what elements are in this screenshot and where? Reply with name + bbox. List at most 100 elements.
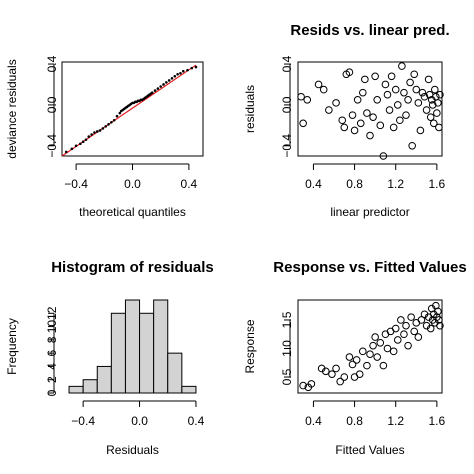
qq-point (70, 147, 74, 151)
panel-2 (284, 61, 444, 170)
x-axis-label: Residuals (106, 443, 159, 457)
scatter-point (391, 85, 400, 94)
scatter-point (376, 338, 385, 347)
scatter-point (363, 361, 371, 370)
qq-point (165, 81, 168, 84)
qq-point (104, 125, 108, 128)
scatter-point (416, 126, 425, 135)
x-tick-label: 0.8 (346, 414, 363, 428)
scatter-point (426, 113, 435, 121)
scatter-point (381, 80, 390, 89)
scatter-point (424, 75, 433, 84)
scatter-point (379, 361, 388, 370)
scatter-point (422, 106, 431, 114)
scatter-point (383, 344, 392, 353)
scatter-point (352, 356, 361, 364)
scatter-point (391, 324, 400, 333)
qq-point (110, 120, 113, 124)
scatter-point (436, 90, 444, 99)
scatter-point (371, 333, 379, 341)
scatter-point (321, 367, 330, 376)
histogram-bar (110, 312, 126, 394)
y-tick-label: 2 (45, 376, 59, 383)
scatter-point (397, 316, 405, 324)
scatter-point (402, 321, 410, 330)
scatter-point (356, 119, 365, 128)
histogram-bar (167, 352, 183, 394)
scatter-point (436, 321, 444, 330)
x-tick-label: 1.2 (387, 414, 404, 428)
scatter-point (353, 96, 362, 104)
scatter-point (299, 119, 307, 128)
x-tick-label: 1.2 (387, 177, 404, 191)
reference-line (61, 64, 197, 157)
qq-point (153, 89, 157, 92)
y-tick-label: 10 (45, 320, 59, 334)
qq-point (90, 133, 93, 136)
scatter-point (418, 88, 427, 97)
y-tick-label: 0.0 (280, 96, 294, 113)
scatter-point (359, 347, 367, 356)
plot-frame (297, 61, 443, 157)
scatter-point (345, 68, 354, 77)
scatter-point (366, 131, 374, 140)
qq-point (179, 71, 182, 75)
scatter-point (366, 350, 374, 359)
histogram-bar (124, 299, 141, 394)
scatter-point (359, 88, 367, 97)
scatter-point (340, 373, 349, 381)
scatter-point (371, 72, 379, 81)
qq-point (95, 130, 99, 133)
qq-point (107, 123, 110, 126)
scatter-point (348, 360, 357, 369)
qq-point (115, 114, 119, 118)
scatter-point (355, 370, 364, 378)
qq-point (112, 118, 116, 122)
panel-2-title: Resids vs. linear pred. (290, 22, 449, 39)
scatter-point (373, 96, 382, 104)
qq-point (87, 135, 91, 138)
y-tick-label: 1.5 (280, 311, 294, 328)
scatter-point (303, 96, 312, 104)
qq-point (170, 77, 174, 80)
scatter-point (400, 330, 408, 339)
qq-point (186, 68, 189, 72)
qq-point (159, 85, 162, 88)
panel-4-title: Response vs. Fitted Values (273, 259, 466, 276)
qq-point (79, 142, 82, 146)
qq-point (176, 72, 179, 76)
qq-point (93, 131, 96, 134)
scatter-point (412, 85, 421, 94)
scatter-point (332, 99, 340, 107)
scatter-point (431, 85, 439, 94)
y-tick-label: 8 (45, 336, 59, 343)
scatter-point (402, 111, 410, 119)
y-tick-label: −0.4 (280, 134, 294, 158)
scatter-point (385, 106, 394, 114)
qq-point (181, 69, 185, 73)
scatter-point (348, 111, 357, 119)
panel-1 (48, 61, 204, 170)
qq-point (64, 150, 68, 154)
qq-point (84, 138, 88, 141)
scatter-point (414, 333, 423, 341)
x-tick-label: 0.4 (305, 177, 322, 191)
scatter-point (361, 75, 369, 84)
scatter-point (404, 341, 412, 350)
scatter-point (429, 119, 438, 128)
histogram-bar (68, 385, 84, 394)
scatter-point (406, 78, 414, 87)
qq-point (167, 79, 171, 82)
scatter-point (350, 126, 359, 135)
scatter-point (433, 109, 441, 117)
scatter-point (345, 353, 354, 361)
scatter-point (363, 109, 371, 117)
scatter-point (428, 101, 437, 109)
y-axis-label: residuals (243, 85, 257, 133)
y-tick-label: 0.4 (280, 55, 294, 72)
scatter-point (435, 123, 443, 132)
y-tick-label: 0.0 (45, 96, 59, 113)
y-tick-label: 1.0 (280, 340, 294, 357)
scatter-point (389, 347, 398, 356)
